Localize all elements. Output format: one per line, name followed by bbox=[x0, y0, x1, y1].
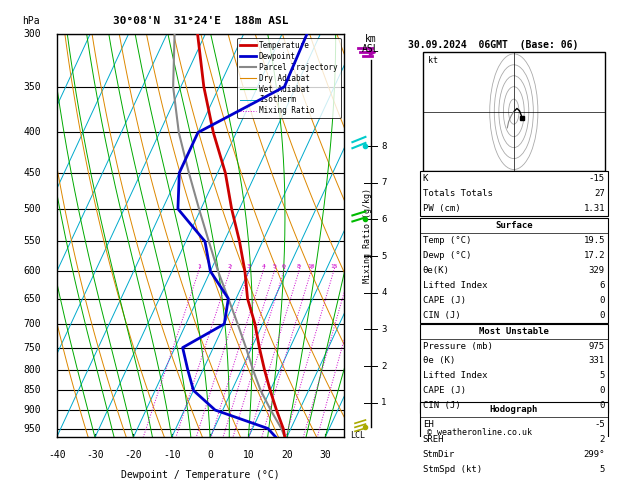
Text: 7: 7 bbox=[381, 178, 386, 187]
Text: Hodograph: Hodograph bbox=[489, 405, 538, 414]
Text: 4: 4 bbox=[261, 264, 265, 269]
Text: 650: 650 bbox=[23, 294, 41, 304]
Text: 19.5: 19.5 bbox=[584, 236, 605, 245]
Text: Totals Totals: Totals Totals bbox=[423, 189, 493, 198]
Text: Lifted Index: Lifted Index bbox=[423, 281, 487, 290]
Text: 550: 550 bbox=[23, 237, 41, 246]
Text: Dewpoint / Temperature (°C): Dewpoint / Temperature (°C) bbox=[121, 469, 280, 480]
Text: EH: EH bbox=[423, 420, 433, 429]
Text: ASL: ASL bbox=[362, 44, 379, 54]
Text: LCL: LCL bbox=[350, 431, 365, 440]
Text: -30: -30 bbox=[86, 450, 104, 459]
Text: 850: 850 bbox=[23, 385, 41, 396]
Text: -5: -5 bbox=[594, 420, 605, 429]
Text: 0: 0 bbox=[599, 296, 605, 305]
Text: 975: 975 bbox=[589, 342, 605, 350]
Text: Temp (°C): Temp (°C) bbox=[423, 236, 471, 245]
Text: StmDir: StmDir bbox=[423, 450, 455, 459]
Text: 750: 750 bbox=[23, 343, 41, 353]
Text: 0: 0 bbox=[207, 450, 213, 459]
Text: 5: 5 bbox=[599, 371, 605, 381]
Text: CAPE (J): CAPE (J) bbox=[423, 386, 465, 395]
Text: 300: 300 bbox=[23, 29, 41, 39]
Text: CIN (J): CIN (J) bbox=[423, 401, 460, 410]
Text: StmSpd (kt): StmSpd (kt) bbox=[423, 465, 482, 473]
Text: -10: -10 bbox=[163, 450, 181, 459]
Text: 950: 950 bbox=[23, 423, 41, 434]
Text: 2: 2 bbox=[381, 362, 386, 370]
Bar bbox=[420, 324, 608, 413]
Text: 2: 2 bbox=[228, 264, 231, 269]
Text: km: km bbox=[365, 34, 377, 44]
Bar bbox=[420, 402, 608, 477]
Text: © weatheronline.co.uk: © weatheronline.co.uk bbox=[428, 428, 533, 436]
Text: 0: 0 bbox=[599, 311, 605, 320]
Text: 30°08'N  31°24'E  188m ASL: 30°08'N 31°24'E 188m ASL bbox=[113, 16, 288, 26]
Text: 5: 5 bbox=[599, 465, 605, 473]
Text: 1: 1 bbox=[381, 398, 386, 407]
Text: 5: 5 bbox=[381, 252, 386, 260]
Text: 3: 3 bbox=[247, 264, 251, 269]
Text: 17.2: 17.2 bbox=[584, 251, 605, 260]
Text: 20: 20 bbox=[281, 450, 292, 459]
Text: -40: -40 bbox=[48, 450, 65, 459]
Text: Most Unstable: Most Unstable bbox=[479, 327, 548, 336]
Text: 15: 15 bbox=[330, 264, 337, 269]
Text: 600: 600 bbox=[23, 266, 41, 276]
Text: 10: 10 bbox=[307, 264, 314, 269]
Text: SREH: SREH bbox=[423, 434, 444, 444]
Text: 30.09.2024  06GMT  (Base: 06): 30.09.2024 06GMT (Base: 06) bbox=[408, 40, 578, 50]
Text: hPa: hPa bbox=[22, 16, 40, 26]
Text: PW (cm): PW (cm) bbox=[423, 204, 460, 213]
Text: Dewp (°C): Dewp (°C) bbox=[423, 251, 471, 260]
Text: 5: 5 bbox=[272, 264, 276, 269]
Text: 6: 6 bbox=[282, 264, 286, 269]
Text: 0: 0 bbox=[599, 386, 605, 395]
Bar bbox=[420, 218, 608, 323]
Text: 800: 800 bbox=[23, 364, 41, 375]
Text: 329: 329 bbox=[589, 266, 605, 275]
Text: θe (K): θe (K) bbox=[423, 356, 455, 365]
Text: 27: 27 bbox=[594, 189, 605, 198]
Text: Pressure (mb): Pressure (mb) bbox=[423, 342, 493, 350]
Text: 331: 331 bbox=[589, 356, 605, 365]
Text: 4: 4 bbox=[381, 288, 386, 297]
Text: 8: 8 bbox=[381, 142, 386, 151]
Text: 900: 900 bbox=[23, 405, 41, 415]
Text: -15: -15 bbox=[589, 174, 605, 183]
Text: 3: 3 bbox=[381, 325, 386, 334]
Text: 6: 6 bbox=[599, 281, 605, 290]
Text: 0: 0 bbox=[599, 401, 605, 410]
Text: -20: -20 bbox=[125, 450, 142, 459]
Text: 8: 8 bbox=[297, 264, 301, 269]
Text: 1: 1 bbox=[197, 264, 201, 269]
Text: Lifted Index: Lifted Index bbox=[423, 371, 487, 381]
Legend: Temperature, Dewpoint, Parcel Trajectory, Dry Adiabat, Wet Adiabat, Isotherm, Mi: Temperature, Dewpoint, Parcel Trajectory… bbox=[237, 38, 340, 119]
Text: 6: 6 bbox=[381, 215, 386, 224]
Text: 30: 30 bbox=[320, 450, 331, 459]
Text: 1.31: 1.31 bbox=[584, 204, 605, 213]
Bar bbox=[423, 52, 605, 171]
Text: 400: 400 bbox=[23, 127, 41, 138]
Text: 10: 10 bbox=[243, 450, 254, 459]
Text: kt: kt bbox=[428, 56, 438, 65]
Text: 450: 450 bbox=[23, 168, 41, 178]
Text: 500: 500 bbox=[23, 204, 41, 214]
Text: 350: 350 bbox=[23, 82, 41, 92]
Text: Mixing Ratio (g/kg): Mixing Ratio (g/kg) bbox=[363, 188, 372, 283]
Text: 299°: 299° bbox=[584, 450, 605, 459]
Text: Surface: Surface bbox=[495, 221, 533, 230]
Text: 700: 700 bbox=[23, 319, 41, 329]
Bar bbox=[420, 171, 608, 216]
Text: CIN (J): CIN (J) bbox=[423, 311, 460, 320]
Text: K: K bbox=[423, 174, 428, 183]
Text: CAPE (J): CAPE (J) bbox=[423, 296, 465, 305]
Text: 2: 2 bbox=[599, 434, 605, 444]
Text: θe(K): θe(K) bbox=[423, 266, 450, 275]
